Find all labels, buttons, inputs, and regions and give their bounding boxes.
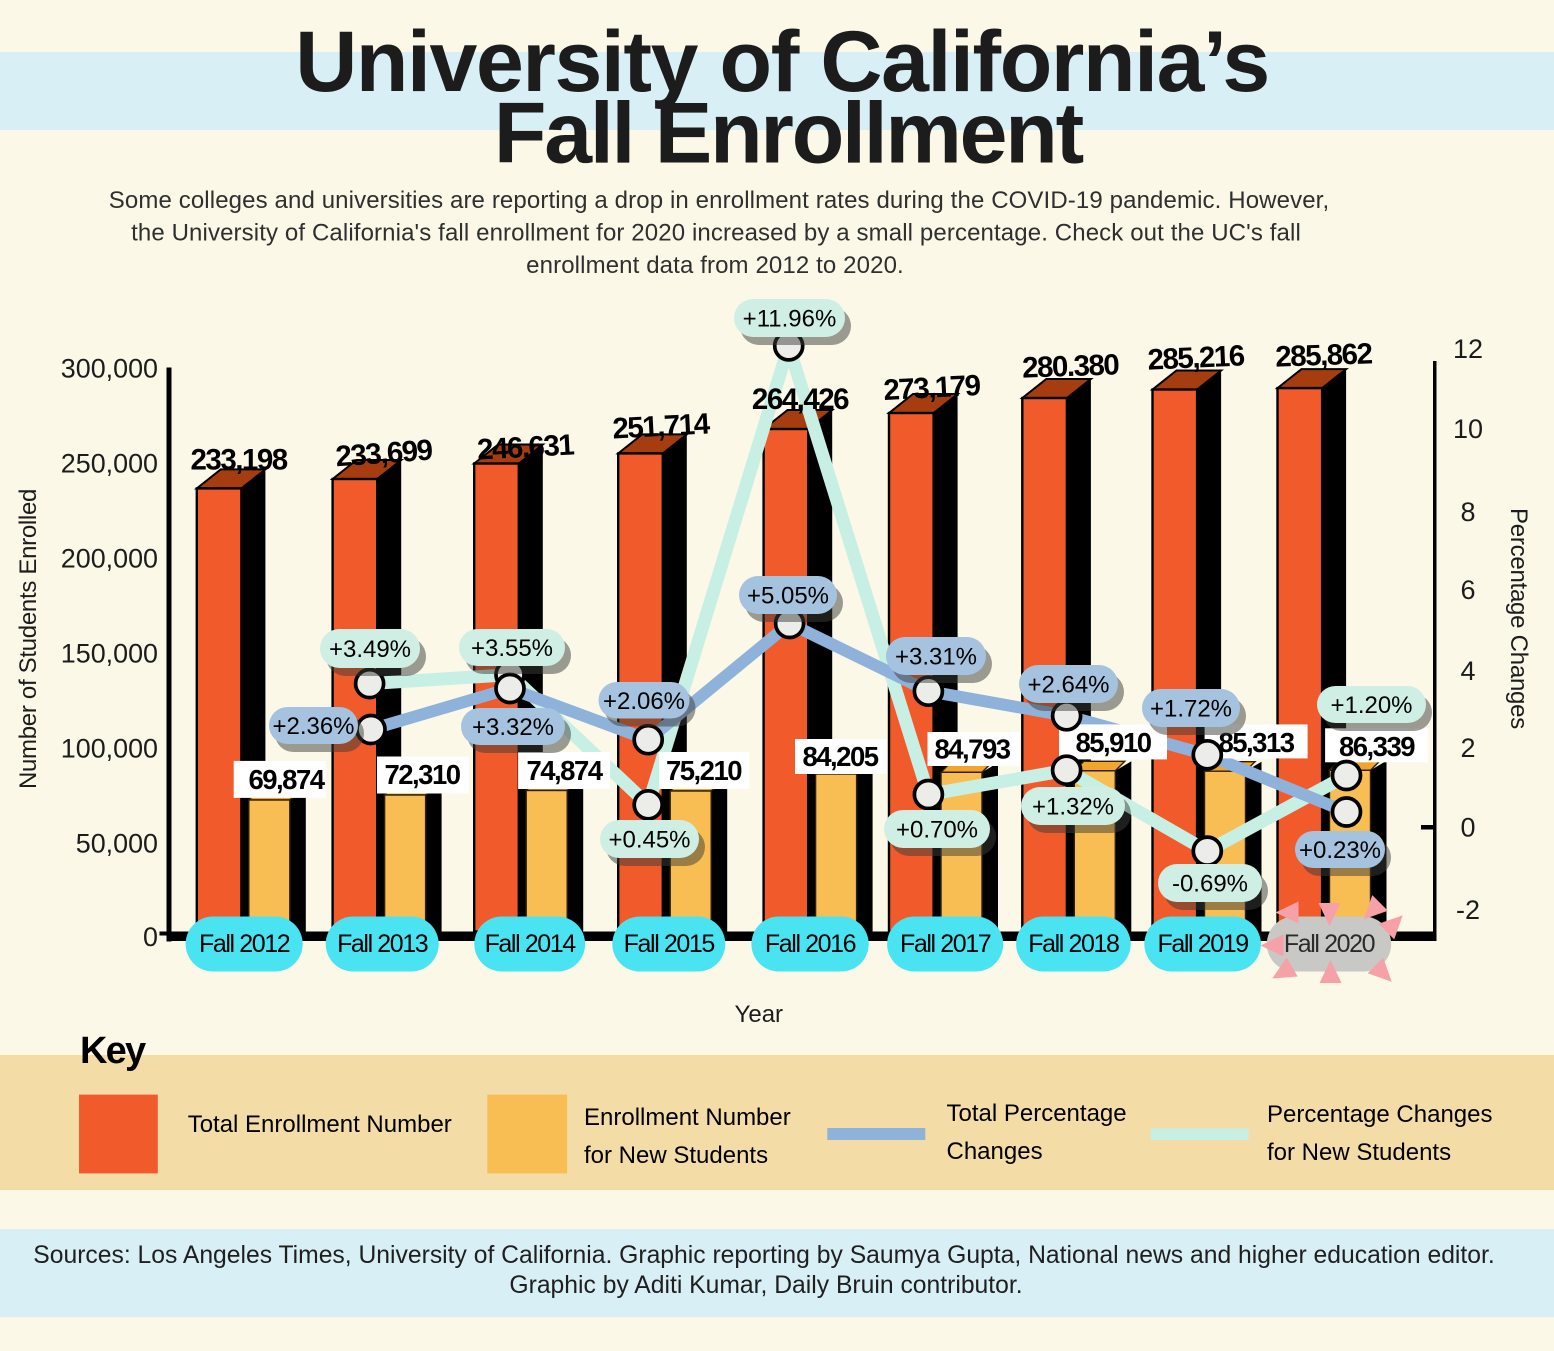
svg-text:100,000: 100,000 <box>61 734 158 764</box>
svg-text:Key: Key <box>80 1030 146 1072</box>
svg-text:4: 4 <box>1460 656 1475 686</box>
svg-text:+1.20%: +1.20% <box>1330 692 1412 719</box>
svg-text:86,339: 86,339 <box>1339 731 1415 762</box>
svg-text:Fall 2015: Fall 2015 <box>624 930 715 958</box>
svg-text:Percentage Changes: Percentage Changes <box>1505 508 1532 729</box>
svg-text:+3.49%: +3.49% <box>329 636 411 663</box>
svg-text:+2.64%: +2.64% <box>1027 672 1109 699</box>
svg-text:50,000: 50,000 <box>76 829 158 859</box>
svg-text:246,631: 246,631 <box>476 428 575 466</box>
svg-text:233,699: 233,699 <box>334 434 433 474</box>
svg-text:12: 12 <box>1453 334 1483 364</box>
svg-text:Fall 2014: Fall 2014 <box>485 930 577 958</box>
svg-text:Fall 2020: Fall 2020 <box>1284 930 1375 958</box>
svg-text:6: 6 <box>1460 575 1475 605</box>
svg-text:300,000: 300,000 <box>61 354 158 384</box>
svg-text:200,000: 200,000 <box>61 544 158 574</box>
svg-text:for New Students: for New Students <box>584 1142 768 1169</box>
svg-text:-2: -2 <box>1456 895 1480 925</box>
svg-text:Fall 2017: Fall 2017 <box>900 930 991 958</box>
svg-text:Fall 2013: Fall 2013 <box>337 930 428 958</box>
svg-text:264,426: 264,426 <box>752 383 849 416</box>
svg-text:84,205: 84,205 <box>802 741 878 772</box>
svg-text:+3.31%: +3.31% <box>895 644 977 671</box>
svg-text:85,910: 85,910 <box>1075 727 1151 758</box>
svg-text:+0.45%: +0.45% <box>608 827 690 854</box>
svg-text:University of California’s: University of California’s <box>295 14 1269 110</box>
svg-text:74,874: 74,874 <box>526 755 603 786</box>
svg-text:for New Students: for New Students <box>1267 1139 1451 1166</box>
svg-text:+2.06%: +2.06% <box>603 688 685 715</box>
svg-text:285,862: 285,862 <box>1275 337 1373 373</box>
svg-text:Fall 2019: Fall 2019 <box>1157 930 1248 958</box>
svg-text:Fall 2016: Fall 2016 <box>765 930 856 958</box>
svg-text:150,000: 150,000 <box>61 639 158 669</box>
svg-text:Percentage Changes: Percentage Changes <box>1267 1101 1493 1128</box>
svg-text:72,310: 72,310 <box>384 759 460 790</box>
svg-text:285,216: 285,216 <box>1147 339 1246 376</box>
svg-text:84,793: 84,793 <box>934 734 1010 765</box>
svg-text:+2.36%: +2.36% <box>272 713 354 740</box>
svg-text:75,210: 75,210 <box>666 755 742 786</box>
svg-text:+11.96%: +11.96% <box>743 306 837 333</box>
svg-text:Sources: Los Angeles Times, Un: Sources: Los Angeles Times, University o… <box>33 1242 1494 1269</box>
svg-text:250,000: 250,000 <box>61 449 158 479</box>
svg-text:280.380: 280.380 <box>1022 348 1120 384</box>
svg-text:233,198: 233,198 <box>191 443 288 476</box>
svg-text:-0.69%: -0.69% <box>1172 871 1248 898</box>
svg-text:Number of Students Enrolled: Number of Students Enrolled <box>15 489 42 789</box>
svg-text:Total Percentage: Total Percentage <box>947 1100 1127 1127</box>
svg-text:+0.70%: +0.70% <box>896 817 978 844</box>
svg-text:0: 0 <box>143 922 158 952</box>
svg-text:273,179: 273,179 <box>883 369 982 407</box>
svg-text:Some colleges and universities: Some colleges and universities are repor… <box>109 187 1330 214</box>
svg-text:+1.32%: +1.32% <box>1032 794 1114 821</box>
svg-text:251,714: 251,714 <box>612 407 712 445</box>
svg-text:10: 10 <box>1453 414 1483 444</box>
svg-text:+5.05%: +5.05% <box>747 583 829 610</box>
svg-text:69,874: 69,874 <box>248 764 325 795</box>
svg-text:+0.23%: +0.23% <box>1299 837 1381 864</box>
svg-text:Year: Year <box>735 1001 784 1028</box>
svg-text:Fall Enrollment: Fall Enrollment <box>494 86 1084 182</box>
svg-text:Enrollment Number: Enrollment Number <box>584 1104 791 1131</box>
svg-text:Graphic by Aditi Kumar, Daily: Graphic by Aditi Kumar, Daily Bruin cont… <box>509 1272 1022 1299</box>
svg-text:Fall 2012: Fall 2012 <box>199 930 290 958</box>
svg-text:8: 8 <box>1460 497 1475 527</box>
svg-text:2: 2 <box>1460 733 1475 763</box>
svg-text:0: 0 <box>1460 813 1475 843</box>
svg-text:enrollment data from 2012 to 2: enrollment data from 2012 to 2020. <box>526 252 904 279</box>
svg-text:the University of California's: the University of California's fall enro… <box>131 220 1301 247</box>
svg-text:+3.55%: +3.55% <box>471 635 553 662</box>
svg-text:+1.72%: +1.72% <box>1150 696 1232 723</box>
svg-text:+3.32%: +3.32% <box>472 714 554 741</box>
svg-text:Changes: Changes <box>947 1138 1043 1165</box>
svg-text:Total Enrollment Number: Total Enrollment Number <box>188 1111 452 1138</box>
svg-text:Fall 2018: Fall 2018 <box>1028 930 1119 958</box>
